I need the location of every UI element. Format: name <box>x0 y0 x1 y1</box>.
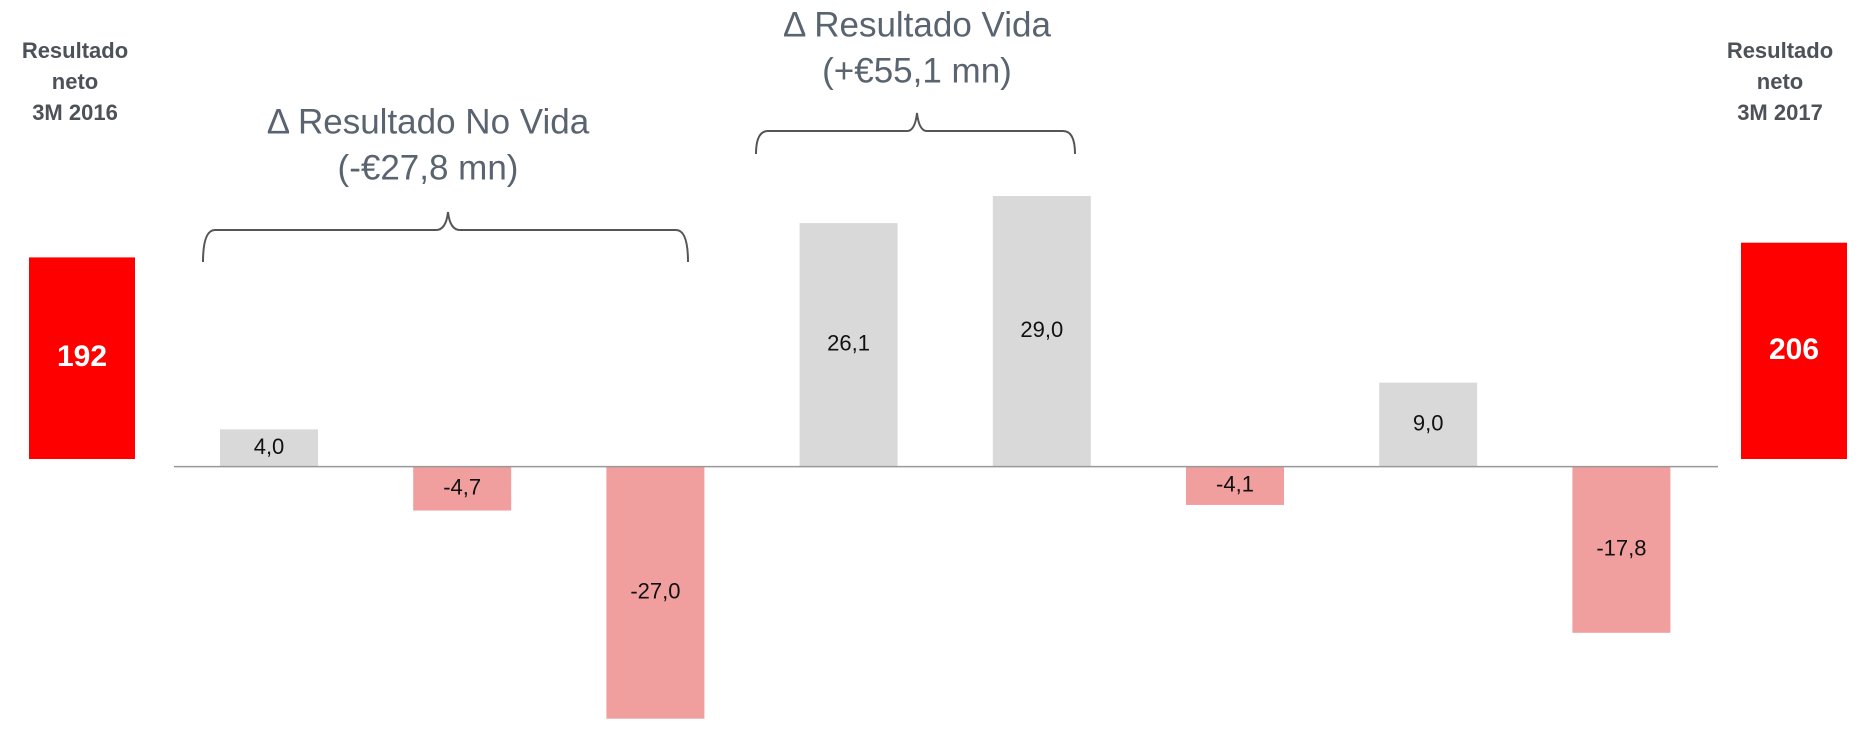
value-label: 4,0 <box>254 434 285 459</box>
total-label: Resultado <box>22 38 128 63</box>
bar <box>606 466 705 719</box>
annotation: (+€55,1 mn) <box>822 51 1012 90</box>
total-label: Resultado <box>1727 38 1833 63</box>
bracket <box>755 112 1076 155</box>
total-label: neto <box>1757 69 1803 94</box>
bar <box>1186 466 1284 505</box>
total-label: neto <box>52 69 98 94</box>
total-bar <box>1741 242 1847 459</box>
bar <box>992 196 1091 467</box>
total-value: 206 <box>1769 333 1819 366</box>
bar <box>220 429 318 467</box>
bar <box>413 466 512 511</box>
annotation: Δ Resultado No Vida <box>267 102 590 141</box>
annotation: Δ Resultado Vida <box>783 5 1051 44</box>
bar <box>799 223 898 467</box>
value-label: -17,8 <box>1596 536 1646 561</box>
value-label: -4,1 <box>1216 472 1254 497</box>
value-label: -4,7 <box>443 474 481 499</box>
total-label: 3M 2017 <box>1737 100 1823 125</box>
bracket <box>202 211 689 263</box>
annotation: (-€27,8 mn) <box>338 148 519 187</box>
value-label: 26,1 <box>827 331 870 356</box>
total-value: 192 <box>57 340 107 373</box>
bar <box>1572 466 1671 633</box>
total-bar <box>29 257 135 459</box>
value-label: 29,0 <box>1020 317 1063 342</box>
value-label: 9,0 <box>1413 410 1444 435</box>
value-label: -27,0 <box>630 578 680 603</box>
bar <box>1379 382 1478 467</box>
total-label: 3M 2016 <box>32 100 118 125</box>
